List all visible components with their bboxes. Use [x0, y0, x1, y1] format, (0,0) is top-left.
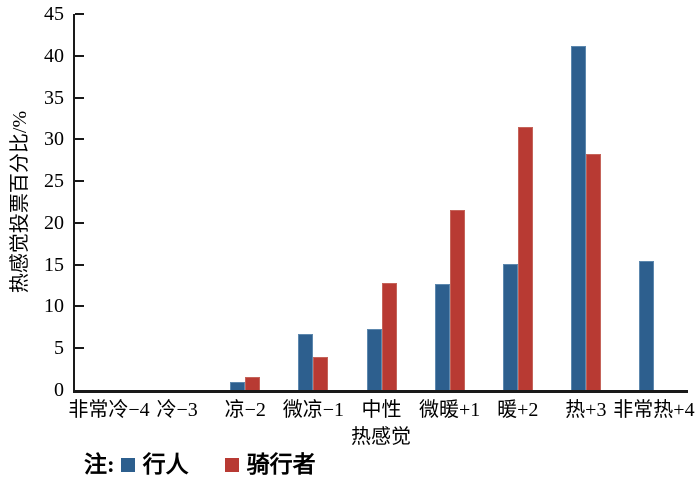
legend-note-label: 注: [84, 452, 115, 477]
y-tick-mark [75, 138, 84, 141]
bar [449, 209, 465, 390]
bar [570, 45, 586, 390]
y-tick-label: 5 [54, 337, 64, 360]
bar [585, 154, 601, 390]
x-tick-label: 非常热+4 [613, 399, 695, 421]
x-axis-title: 热感觉 [351, 426, 411, 448]
legend-label-pedestrian: 行人 [142, 452, 189, 477]
y-tick-mark [75, 96, 84, 99]
bar [517, 126, 533, 390]
bar [230, 381, 246, 390]
y-tick-mark [75, 180, 84, 183]
y-tick-mark [75, 54, 84, 57]
y-tick-label: 30 [44, 128, 64, 151]
x-tick-label: 中性 [361, 399, 402, 421]
x-tick-label: 凉−2 [224, 399, 266, 421]
y-tick-mark [75, 347, 84, 350]
bar [502, 263, 518, 390]
y-tick-mark [75, 221, 84, 224]
y-tick-label: 40 [44, 44, 64, 67]
legend: 注: 行人 骑行者 [84, 452, 352, 477]
plot-area: 0 5 10 15 20 25 30 35 40 45 [44, 4, 688, 400]
y-tick-label: 25 [44, 170, 64, 193]
y-tick-label: 0 [54, 379, 64, 401]
y-tick-label: 45 [44, 3, 64, 25]
x-tick-label: 微凉−1 [282, 399, 345, 421]
y-tick-label: 10 [44, 295, 64, 318]
y-axis-title: 热感觉投票百分比/% [9, 110, 31, 294]
y-tick-label: 35 [44, 86, 64, 109]
bar [434, 283, 450, 390]
pedestrian-swatch-icon [120, 457, 135, 472]
legend-item-cyclist: 骑行者 [224, 452, 316, 477]
x-tick-label: 热+3 [565, 399, 607, 421]
bar [313, 356, 329, 390]
y-tick-mark [75, 305, 84, 308]
bar [298, 334, 314, 390]
y-tick-label: 15 [44, 253, 64, 276]
legend-label-cyclist: 骑行者 [246, 452, 316, 477]
y-tick-label: 20 [44, 211, 64, 234]
bar [381, 283, 397, 390]
bar [638, 260, 654, 390]
x-tick-label: 非常冷−4 [68, 399, 150, 421]
cyclist-swatch-icon [224, 457, 239, 472]
y-tick-mark [75, 263, 84, 266]
x-tick-label: 微暖+1 [418, 399, 481, 421]
y-tick-mark [75, 13, 84, 15]
x-tick-label: 冷−3 [156, 399, 198, 421]
bar [366, 329, 382, 390]
bar [245, 377, 261, 390]
x-tick-label: 暖+2 [497, 399, 539, 421]
legend-item-pedestrian: 行人 [120, 452, 189, 477]
